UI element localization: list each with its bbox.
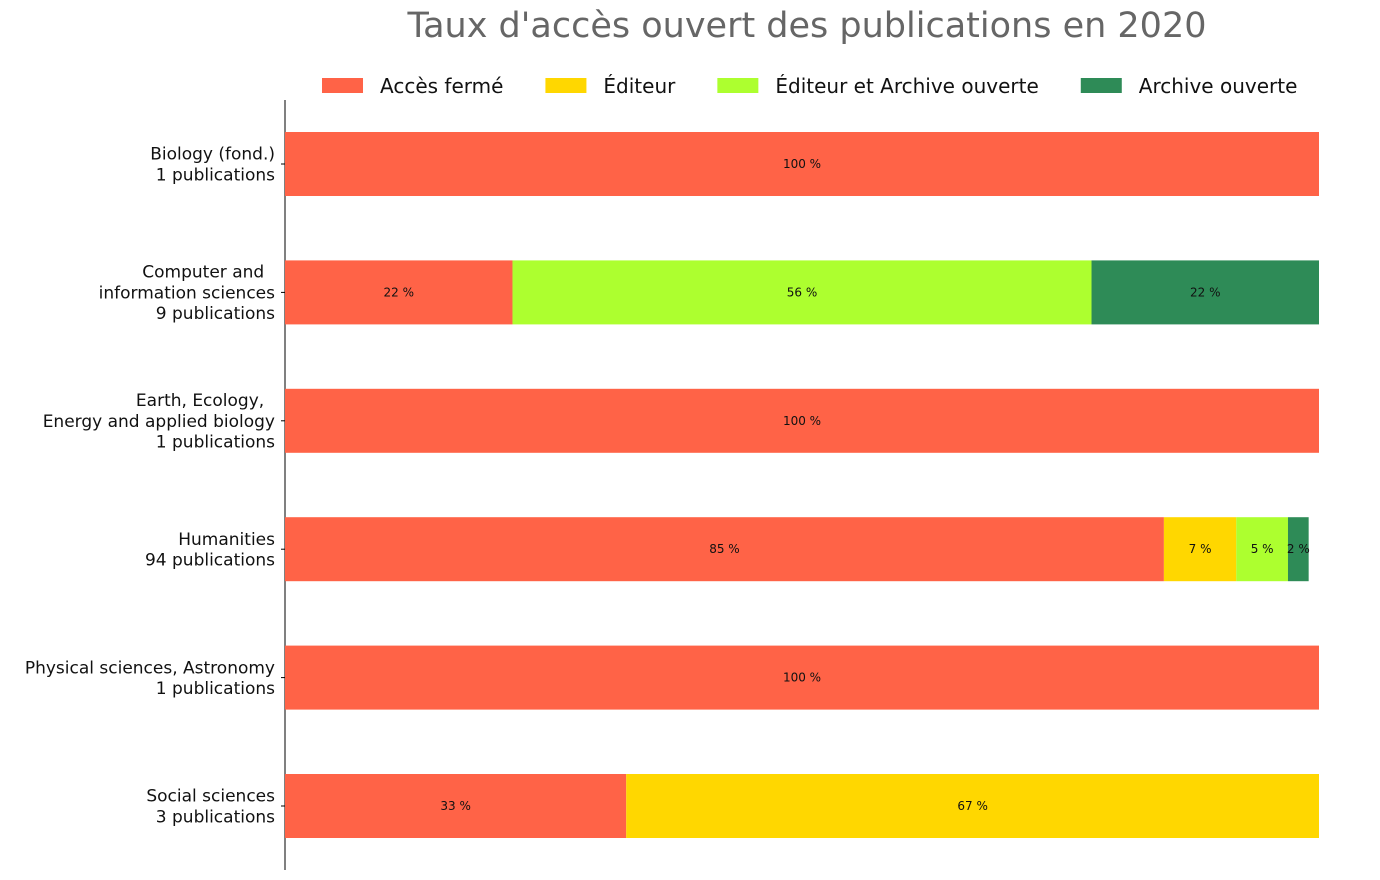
legend-label: Accès fermé xyxy=(380,74,503,98)
y-tick-label: Earth, Ecology, Energy and applied biolo… xyxy=(43,391,275,452)
legend-label: Éditeur xyxy=(603,74,676,98)
bar-segment xyxy=(285,260,513,325)
bar-value-label: 5 % xyxy=(1251,542,1274,556)
bar-value-label: 7 % xyxy=(1189,542,1212,556)
bar-segment xyxy=(512,260,1092,325)
bar-segment xyxy=(1236,517,1288,582)
bar-value-label: 22 % xyxy=(383,285,414,299)
y-tick-label: Physical sciences, Astronomy 1 publicatio… xyxy=(25,658,275,699)
bar-segment xyxy=(1163,517,1237,582)
bar-value-label: 85 % xyxy=(709,542,740,556)
legend-label: Éditeur et Archive ouverte xyxy=(775,74,1038,98)
bar-segment xyxy=(285,132,1319,196)
y-tick-label: Social sciences 3 publications xyxy=(146,787,275,828)
bar-value-label: 56 % xyxy=(787,285,818,299)
y-tick-label: Humanities 94 publications xyxy=(145,530,275,571)
bar-segment xyxy=(285,645,1319,710)
bar-value-label: 22 % xyxy=(1190,285,1221,299)
legend-swatch xyxy=(545,78,587,93)
legend-swatch xyxy=(717,78,759,93)
y-tick-label: Computer and information sciences 9 publi… xyxy=(99,263,275,324)
bar-segment xyxy=(285,388,1319,453)
legend-label: Archive ouverte xyxy=(1139,74,1298,98)
bar-value-label: 33 % xyxy=(440,799,471,813)
bar-segment xyxy=(626,774,1319,838)
bar-segment xyxy=(1287,517,1309,582)
bar-value-label: 100 % xyxy=(783,671,821,685)
bar-value-label: 100 % xyxy=(783,414,821,428)
bar-segment xyxy=(1091,260,1319,325)
y-tick-label: Biology (fond.) 1 publications xyxy=(150,145,275,186)
bar-segment xyxy=(285,517,1164,582)
legend-swatch xyxy=(1080,78,1122,93)
legend-swatch xyxy=(322,78,363,93)
bar-segment xyxy=(285,774,627,838)
bar-value-label: 2 % xyxy=(1287,542,1310,556)
bar-value-label: 67 % xyxy=(957,799,988,813)
bar-value-label: 100 % xyxy=(783,157,821,171)
chart-title: Taux d'accès ouvert des publications en … xyxy=(407,6,1207,46)
